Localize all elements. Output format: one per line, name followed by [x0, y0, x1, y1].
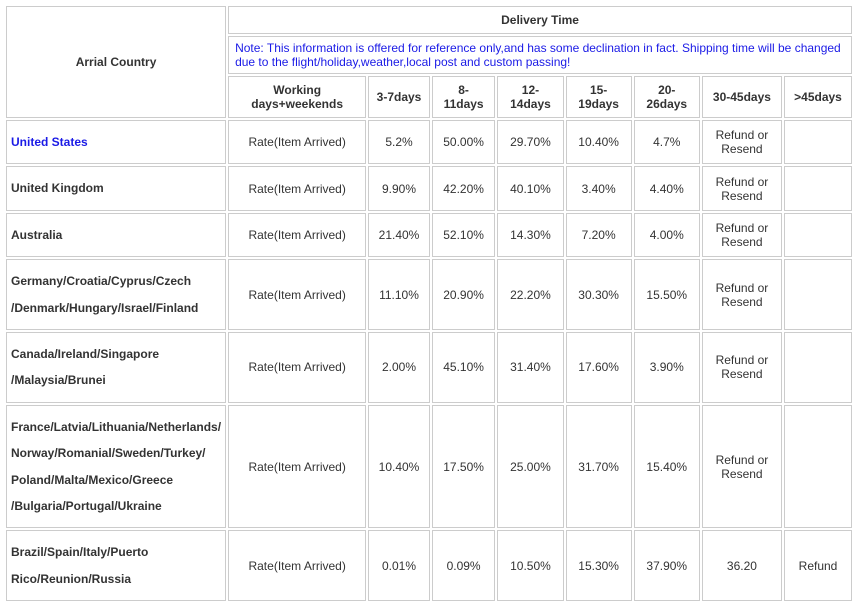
table-row: United States Rate(Item Arrived) 5.2% 50… [6, 120, 852, 164]
note-text: Note: This information is offered for re… [228, 36, 852, 74]
cell: 40.10% [497, 166, 563, 210]
table-row: Germany/Croatia/Cyprus/Czech /Denmark/Hu… [6, 259, 852, 330]
cell: 4.40% [634, 166, 700, 210]
rate-label: Rate(Item Arrived) [228, 166, 366, 210]
cell: 22.20% [497, 259, 563, 330]
cell: Refund or Resend [702, 120, 782, 164]
cell: 7.20% [566, 213, 632, 257]
cell: Refund or Resend [702, 213, 782, 257]
country-name: Germany/Croatia/Cyprus/Czech /Denmark/Hu… [6, 259, 226, 330]
rate-label: Rate(Item Arrived) [228, 259, 366, 330]
cell: 50.00% [432, 120, 496, 164]
cell: 42.20% [432, 166, 496, 210]
col-20-26: 20-26days [634, 76, 700, 118]
country-name: United Kingdom [6, 166, 226, 210]
cell: 25.00% [497, 405, 563, 529]
col-12-14: 12-14days [497, 76, 563, 118]
cell [784, 332, 852, 403]
country-name: Australia [6, 213, 226, 257]
cell: 4.00% [634, 213, 700, 257]
table-row: Australia Rate(Item Arrived) 21.40% 52.1… [6, 213, 852, 257]
cell: Refund or Resend [702, 166, 782, 210]
cell: 45.10% [432, 332, 496, 403]
cell: 31.70% [566, 405, 632, 529]
cell: 3.40% [566, 166, 632, 210]
cell: 20.90% [432, 259, 496, 330]
cell: 10.50% [497, 530, 563, 601]
col-30-45: 30-45days [702, 76, 782, 118]
cell: 15.40% [634, 405, 700, 529]
cell [784, 259, 852, 330]
cell: 29.70% [497, 120, 563, 164]
rate-label: Rate(Item Arrived) [228, 405, 366, 529]
delivery-time-table: Arrial Country Delivery Time Note: This … [4, 4, 854, 603]
header-delivery: Delivery Time [228, 6, 852, 34]
cell: 21.40% [368, 213, 430, 257]
country-name: France/Latvia/Lithuania/Netherlands/ Nor… [6, 405, 226, 529]
cell: 17.60% [566, 332, 632, 403]
table-row: France/Latvia/Lithuania/Netherlands/ Nor… [6, 405, 852, 529]
cell [784, 120, 852, 164]
country-name: Brazil/Spain/Italy/Puerto Rico/Reunion/R… [6, 530, 226, 601]
table-row: United Kingdom Rate(Item Arrived) 9.90% … [6, 166, 852, 210]
col-working: Working days+weekends [228, 76, 366, 118]
cell [784, 213, 852, 257]
table-row: Brazil/Spain/Italy/Puerto Rico/Reunion/R… [6, 530, 852, 601]
cell [784, 405, 852, 529]
cell: 31.40% [497, 332, 563, 403]
country-link[interactable]: United States [11, 135, 88, 149]
cell: 10.40% [368, 405, 430, 529]
cell: 11.10% [368, 259, 430, 330]
rate-label: Rate(Item Arrived) [228, 332, 366, 403]
cell: 37.90% [634, 530, 700, 601]
rate-label: Rate(Item Arrived) [228, 120, 366, 164]
cell [784, 166, 852, 210]
rate-label: Rate(Item Arrived) [228, 530, 366, 601]
cell: 14.30% [497, 213, 563, 257]
cell: Refund or Resend [702, 259, 782, 330]
cell: Refund or Resend [702, 405, 782, 529]
cell: Refund or Resend [702, 332, 782, 403]
col-8-11: 8-11days [432, 76, 496, 118]
cell: 30.30% [566, 259, 632, 330]
cell: 4.7% [634, 120, 700, 164]
rate-label: Rate(Item Arrived) [228, 213, 366, 257]
cell: 36.20 [702, 530, 782, 601]
cell: 15.50% [634, 259, 700, 330]
cell: 9.90% [368, 166, 430, 210]
cell: 0.01% [368, 530, 430, 601]
cell: 52.10% [432, 213, 496, 257]
table-row: Canada/Ireland/Singapore /Malaysia/Brune… [6, 332, 852, 403]
cell: 3.90% [634, 332, 700, 403]
country-name: Canada/Ireland/Singapore /Malaysia/Brune… [6, 332, 226, 403]
col-15-19: 15-19days [566, 76, 632, 118]
cell: 5.2% [368, 120, 430, 164]
cell: Refund [784, 530, 852, 601]
cell: 17.50% [432, 405, 496, 529]
col-gt45: >45days [784, 76, 852, 118]
cell: 15.30% [566, 530, 632, 601]
cell: 0.09% [432, 530, 496, 601]
cell: 10.40% [566, 120, 632, 164]
header-country: Arrial Country [6, 6, 226, 118]
cell: 2.00% [368, 332, 430, 403]
col-3-7: 3-7days [368, 76, 430, 118]
